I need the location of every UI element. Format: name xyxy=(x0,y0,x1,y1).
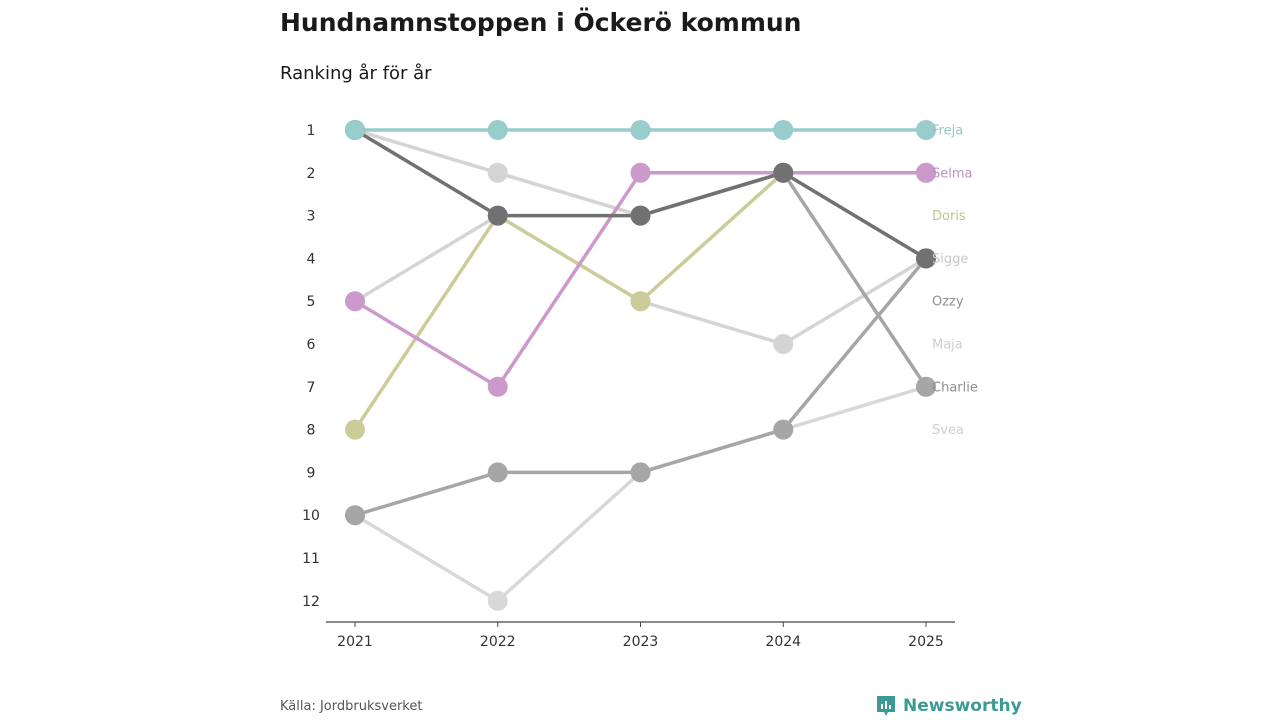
x-tick-label: 2025 xyxy=(908,634,944,650)
series-end-label: Ozzy xyxy=(932,295,964,310)
series-end-label: Sigge xyxy=(932,252,968,267)
x-tick-label: 2024 xyxy=(765,634,801,650)
y-tick-label: 11 xyxy=(302,551,320,567)
series-point xyxy=(773,120,794,140)
y-tick-label: 3 xyxy=(307,209,316,225)
x-tick-label: 2023 xyxy=(623,634,659,650)
series-point xyxy=(916,376,936,397)
newsworthy-logo-icon xyxy=(877,696,895,716)
series-end-label: Charlie xyxy=(932,380,978,395)
chart-title: Hundnamnstoppen i Öckerö kommun xyxy=(280,8,802,37)
series-point xyxy=(630,205,651,226)
series-point xyxy=(773,162,794,183)
source-note: Källa: Jordbruksverket xyxy=(280,699,423,714)
y-tick-label: 7 xyxy=(307,380,316,396)
series-point xyxy=(916,248,936,269)
series-point xyxy=(630,120,651,140)
y-tick-label: 2 xyxy=(307,166,316,182)
series-point xyxy=(916,120,936,140)
x-tick-label: 2022 xyxy=(480,634,516,650)
series-point xyxy=(487,162,508,183)
series-point xyxy=(487,376,508,397)
series-point xyxy=(345,505,365,526)
series-point xyxy=(630,162,651,183)
series-layer xyxy=(353,128,928,603)
y-tick-label: 6 xyxy=(307,337,316,353)
series-end-label: Svea xyxy=(932,423,964,438)
y-tick-label: 9 xyxy=(307,465,316,481)
series-line xyxy=(354,171,926,389)
series-end-label: Freja xyxy=(932,124,963,139)
y-tick-label: 10 xyxy=(302,508,320,524)
brand-name: Newsworthy xyxy=(903,696,1022,716)
series-end-label: Maja xyxy=(932,338,963,353)
series-point xyxy=(487,205,508,226)
series-point xyxy=(487,590,508,611)
y-tick-label: 1 xyxy=(307,123,316,139)
x-tick-label: 2021 xyxy=(337,634,373,650)
series-point xyxy=(630,462,651,483)
series-end-label: Doris xyxy=(932,209,966,224)
dots-layer xyxy=(345,120,936,611)
chart-subtitle: Ranking år för år xyxy=(280,63,432,84)
series-point xyxy=(345,419,365,440)
series-end-label: Selma xyxy=(932,166,973,181)
y-tick-label: 5 xyxy=(307,294,316,310)
series-point xyxy=(630,291,651,312)
series-point xyxy=(487,120,508,140)
series-line xyxy=(354,385,927,603)
series-point xyxy=(487,462,508,483)
series-line xyxy=(354,213,927,346)
x-ticks: 2021 2022 2023 2024 2025 xyxy=(337,622,944,650)
series-point xyxy=(916,162,936,183)
series-point xyxy=(773,334,794,354)
series-point xyxy=(773,419,794,440)
end-labels: Freja Selma Doris Sigge Ozzy Maja Charlie Svea xyxy=(932,124,978,439)
y-tick-label: 8 xyxy=(307,423,316,439)
series-point xyxy=(345,291,365,312)
series-line xyxy=(639,171,928,388)
brand-logo: Newsworthy xyxy=(875,694,1022,718)
y-tick-label: 4 xyxy=(307,251,316,267)
series-line xyxy=(354,128,927,260)
series-point xyxy=(345,120,365,140)
y-tick-label: 12 xyxy=(302,594,320,610)
